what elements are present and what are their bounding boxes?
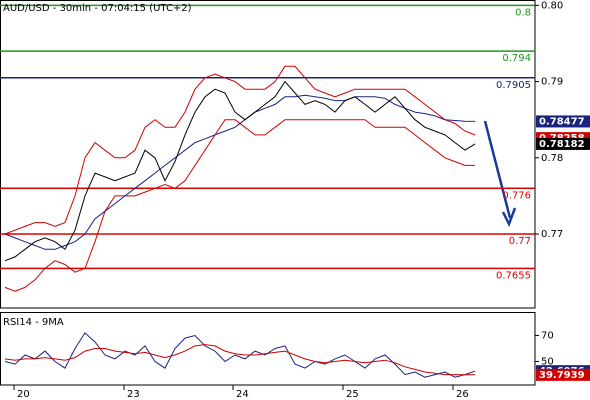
price-tag	[536, 115, 590, 128]
series-line	[4, 65, 476, 235]
series-line	[4, 344, 475, 376]
y-tick-label: 0.78	[541, 153, 563, 164]
price-tag-label: 39.7939	[539, 370, 585, 381]
level-label: 0.7905	[496, 80, 531, 91]
series-line	[4, 332, 476, 378]
x-tick-label: 25	[346, 389, 359, 400]
series-line	[4, 80, 476, 262]
price-panel	[0, 0, 536, 309]
level-label: 0.77	[509, 236, 531, 247]
x-tick-label: 26	[456, 389, 469, 400]
y-tick-label: 0.79	[541, 77, 563, 88]
x-tick-label: 24	[236, 389, 249, 400]
price-tag	[536, 368, 590, 381]
price-tag-label: 0.78182	[539, 139, 585, 150]
forecast-arrow-head	[501, 207, 517, 228]
level-label: 0.776	[502, 190, 531, 201]
level-label: 0.794	[502, 53, 531, 64]
panel-title: AUD/USD - 30min - 07:04:15 (UTC+2)	[3, 3, 192, 14]
series-line	[4, 94, 476, 250]
y-tick-label: 0.77	[541, 229, 563, 240]
y-tick-label: 0.80	[541, 0, 563, 11]
level-label: 0.7655	[496, 270, 531, 281]
price-tag	[536, 137, 590, 150]
x-tick-label: 23	[127, 389, 140, 400]
level-label: 0.8	[515, 7, 531, 18]
x-tick-label: 20	[17, 389, 30, 400]
panel-title: RSI14 - 9MA	[3, 317, 64, 328]
price-tag-label: 0.78477	[539, 116, 585, 127]
y-tick-label: 50	[541, 357, 554, 368]
forecast-arrow	[483, 120, 512, 219]
y-tick-label: 70	[541, 330, 554, 341]
